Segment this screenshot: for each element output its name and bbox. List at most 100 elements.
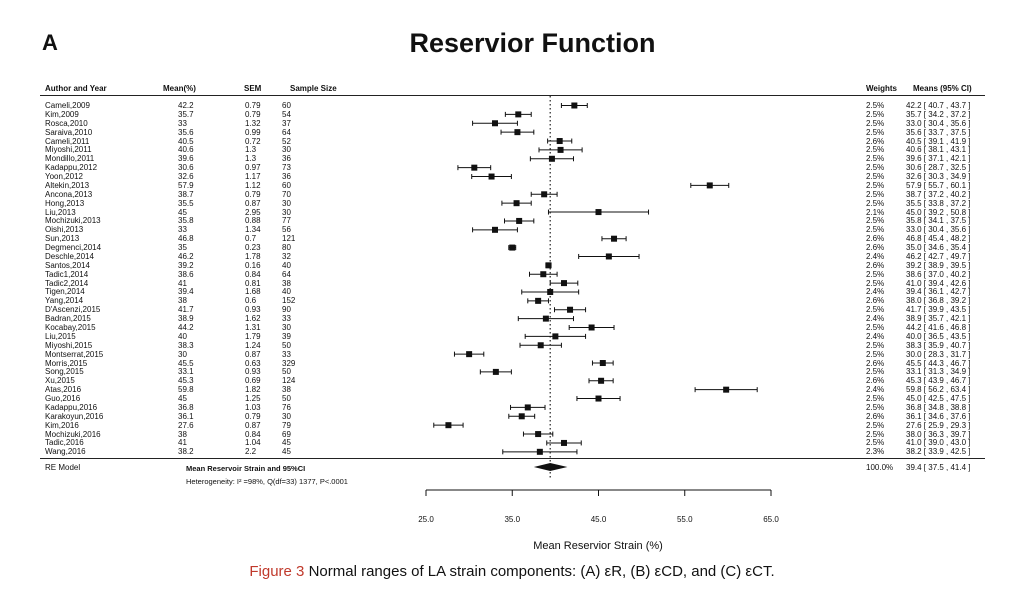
study-weight: 2.4%: [866, 314, 885, 324]
study-author: Mochizuki,2016: [45, 429, 101, 439]
study-author: Altekin,2013: [45, 180, 90, 190]
heterogeneity-text: Heterogeneity: I² =98%, Q(df=33) 1377, P…: [186, 477, 348, 486]
study-weight: 2.5%: [866, 225, 885, 235]
study-sem: 1.24: [245, 340, 261, 350]
point-estimate: [548, 155, 555, 162]
study-weight: 2.6%: [866, 234, 885, 244]
study-ci: 40.6 [ 38.1 , 43.1 ]: [906, 145, 971, 155]
study-sem: 0.87: [245, 349, 261, 359]
header-sem: SEM: [244, 84, 262, 93]
study-ci: 39.4 [ 36.1 , 42.7 ]: [906, 287, 971, 297]
study-sample-size: 124: [282, 376, 296, 386]
study-mean: 39.2: [178, 260, 194, 270]
summary-label: RE Model: [45, 463, 81, 472]
study-weight: 2.6%: [866, 358, 885, 368]
study-ci: 35.7 [ 34.2 , 37.2 ]: [906, 109, 971, 119]
study-weight: 2.5%: [866, 269, 885, 279]
point-estimate: [509, 244, 516, 251]
study-author: Karakoyun,2016: [45, 411, 104, 421]
study-ci: 57.9 [ 55.7 , 60.1 ]: [906, 180, 971, 190]
study-sem: 0.23: [245, 243, 261, 253]
study-ci: 30.6 [ 28.7 , 32.5 ]: [906, 163, 971, 173]
study-sample-size: 33: [282, 349, 291, 359]
study-mean: 30.6: [178, 163, 194, 173]
study-weight: 2.5%: [866, 163, 885, 173]
chart-title: Reservior Function: [409, 28, 656, 58]
study-sample-size: 60: [282, 180, 291, 190]
x-tick-label: 45.0: [591, 515, 607, 524]
study-weight: 2.5%: [866, 402, 885, 412]
study-weight: 2.5%: [866, 323, 885, 332]
study-sample-size: 45: [282, 438, 291, 448]
study-mean: 39.4: [178, 287, 194, 297]
study-author: Tadic1,2014: [45, 269, 89, 279]
point-estimate: [518, 413, 525, 420]
study-sample-size: 30: [282, 323, 291, 332]
study-weight: 2.5%: [866, 118, 885, 128]
study-sample-size: 54: [282, 109, 291, 119]
study-weight: 2.6%: [866, 411, 885, 421]
study-ci: 39.6 [ 37.1 , 42.1 ]: [906, 154, 971, 164]
study-author: Morris,2015: [45, 358, 88, 368]
point-estimate: [513, 200, 520, 207]
study-sample-size: 73: [282, 163, 291, 173]
study-mean: 45: [178, 207, 187, 217]
point-estimate: [595, 395, 602, 402]
study-author: Tigen,2014: [45, 287, 85, 297]
study-ci: 33.0 [ 30.4 , 35.6 ]: [906, 118, 971, 128]
point-estimate: [537, 342, 544, 349]
study-weight: 2.5%: [866, 172, 885, 182]
study-sample-size: 33: [282, 314, 291, 324]
study-mean: 59.8: [178, 385, 194, 395]
study-author: Ancona,2013: [45, 189, 93, 199]
study-sample-size: 79: [282, 420, 291, 430]
study-mean: 38.3: [178, 340, 194, 350]
point-estimate: [571, 102, 578, 109]
study-sample-size: 30: [282, 411, 291, 421]
point-estimate: [561, 280, 567, 287]
study-weight: 2.4%: [866, 385, 885, 395]
study-sample-size: 50: [282, 367, 291, 377]
study-ci: 45.5 [ 44.3 , 46.7 ]: [906, 358, 971, 368]
study-ci: 45.0 [ 42.5 , 47.5 ]: [906, 394, 971, 404]
study-mean: 41.7: [178, 305, 194, 315]
study-author: Tadic2,2014: [45, 278, 89, 288]
study-author: Hong,2013: [45, 198, 85, 208]
study-sample-size: 36: [282, 154, 291, 164]
study-weight: 2.6%: [866, 136, 885, 146]
point-estimate: [547, 288, 554, 295]
study-sem: 0.97: [245, 163, 261, 173]
study-author: D'Ascenzi,2015: [45, 305, 101, 315]
study-author: Tadic,2016: [45, 438, 84, 448]
study-sem: 0.79: [245, 101, 261, 110]
study-weight: 2.5%: [866, 198, 885, 208]
study-ci: 36.1 [ 34.6 , 37.6 ]: [906, 411, 971, 421]
study-author: Cameli,2009: [45, 101, 90, 110]
study-ci: 30.0 [ 28.3 , 31.7 ]: [906, 349, 971, 359]
study-sample-size: 36: [282, 172, 291, 182]
study-sem: 1.3: [245, 154, 257, 164]
study-sample-size: 50: [282, 340, 291, 350]
study-sem: 1.31: [245, 323, 261, 332]
study-ci: 33.0 [ 30.4 , 35.6 ]: [906, 225, 971, 235]
point-estimate: [605, 253, 612, 260]
point-estimate: [492, 226, 498, 233]
study-mean: 38: [178, 429, 187, 439]
point-estimate: [492, 120, 498, 127]
study-sample-size: 40: [282, 287, 291, 297]
study-weight: 2.4%: [866, 331, 885, 341]
point-estimate: [524, 404, 531, 411]
point-estimate: [492, 368, 499, 375]
study-ci: 35.6 [ 33.7 , 37.5 ]: [906, 127, 971, 137]
study-ci: 35.5 [ 33.8 , 37.2 ]: [906, 198, 971, 208]
study-weight: 2.6%: [866, 243, 885, 253]
study-mean: 35.6: [178, 127, 194, 137]
study-author: Atas,2016: [45, 385, 82, 395]
study-weight: 2.5%: [866, 278, 885, 288]
study-mean: 46.2: [178, 251, 194, 261]
study-weight: 2.5%: [866, 394, 885, 404]
point-estimate: [706, 182, 713, 189]
study-sem: 2.95: [245, 207, 261, 217]
caption-figure-number: Figure 3: [249, 563, 305, 580]
study-weight: 2.6%: [866, 376, 885, 386]
